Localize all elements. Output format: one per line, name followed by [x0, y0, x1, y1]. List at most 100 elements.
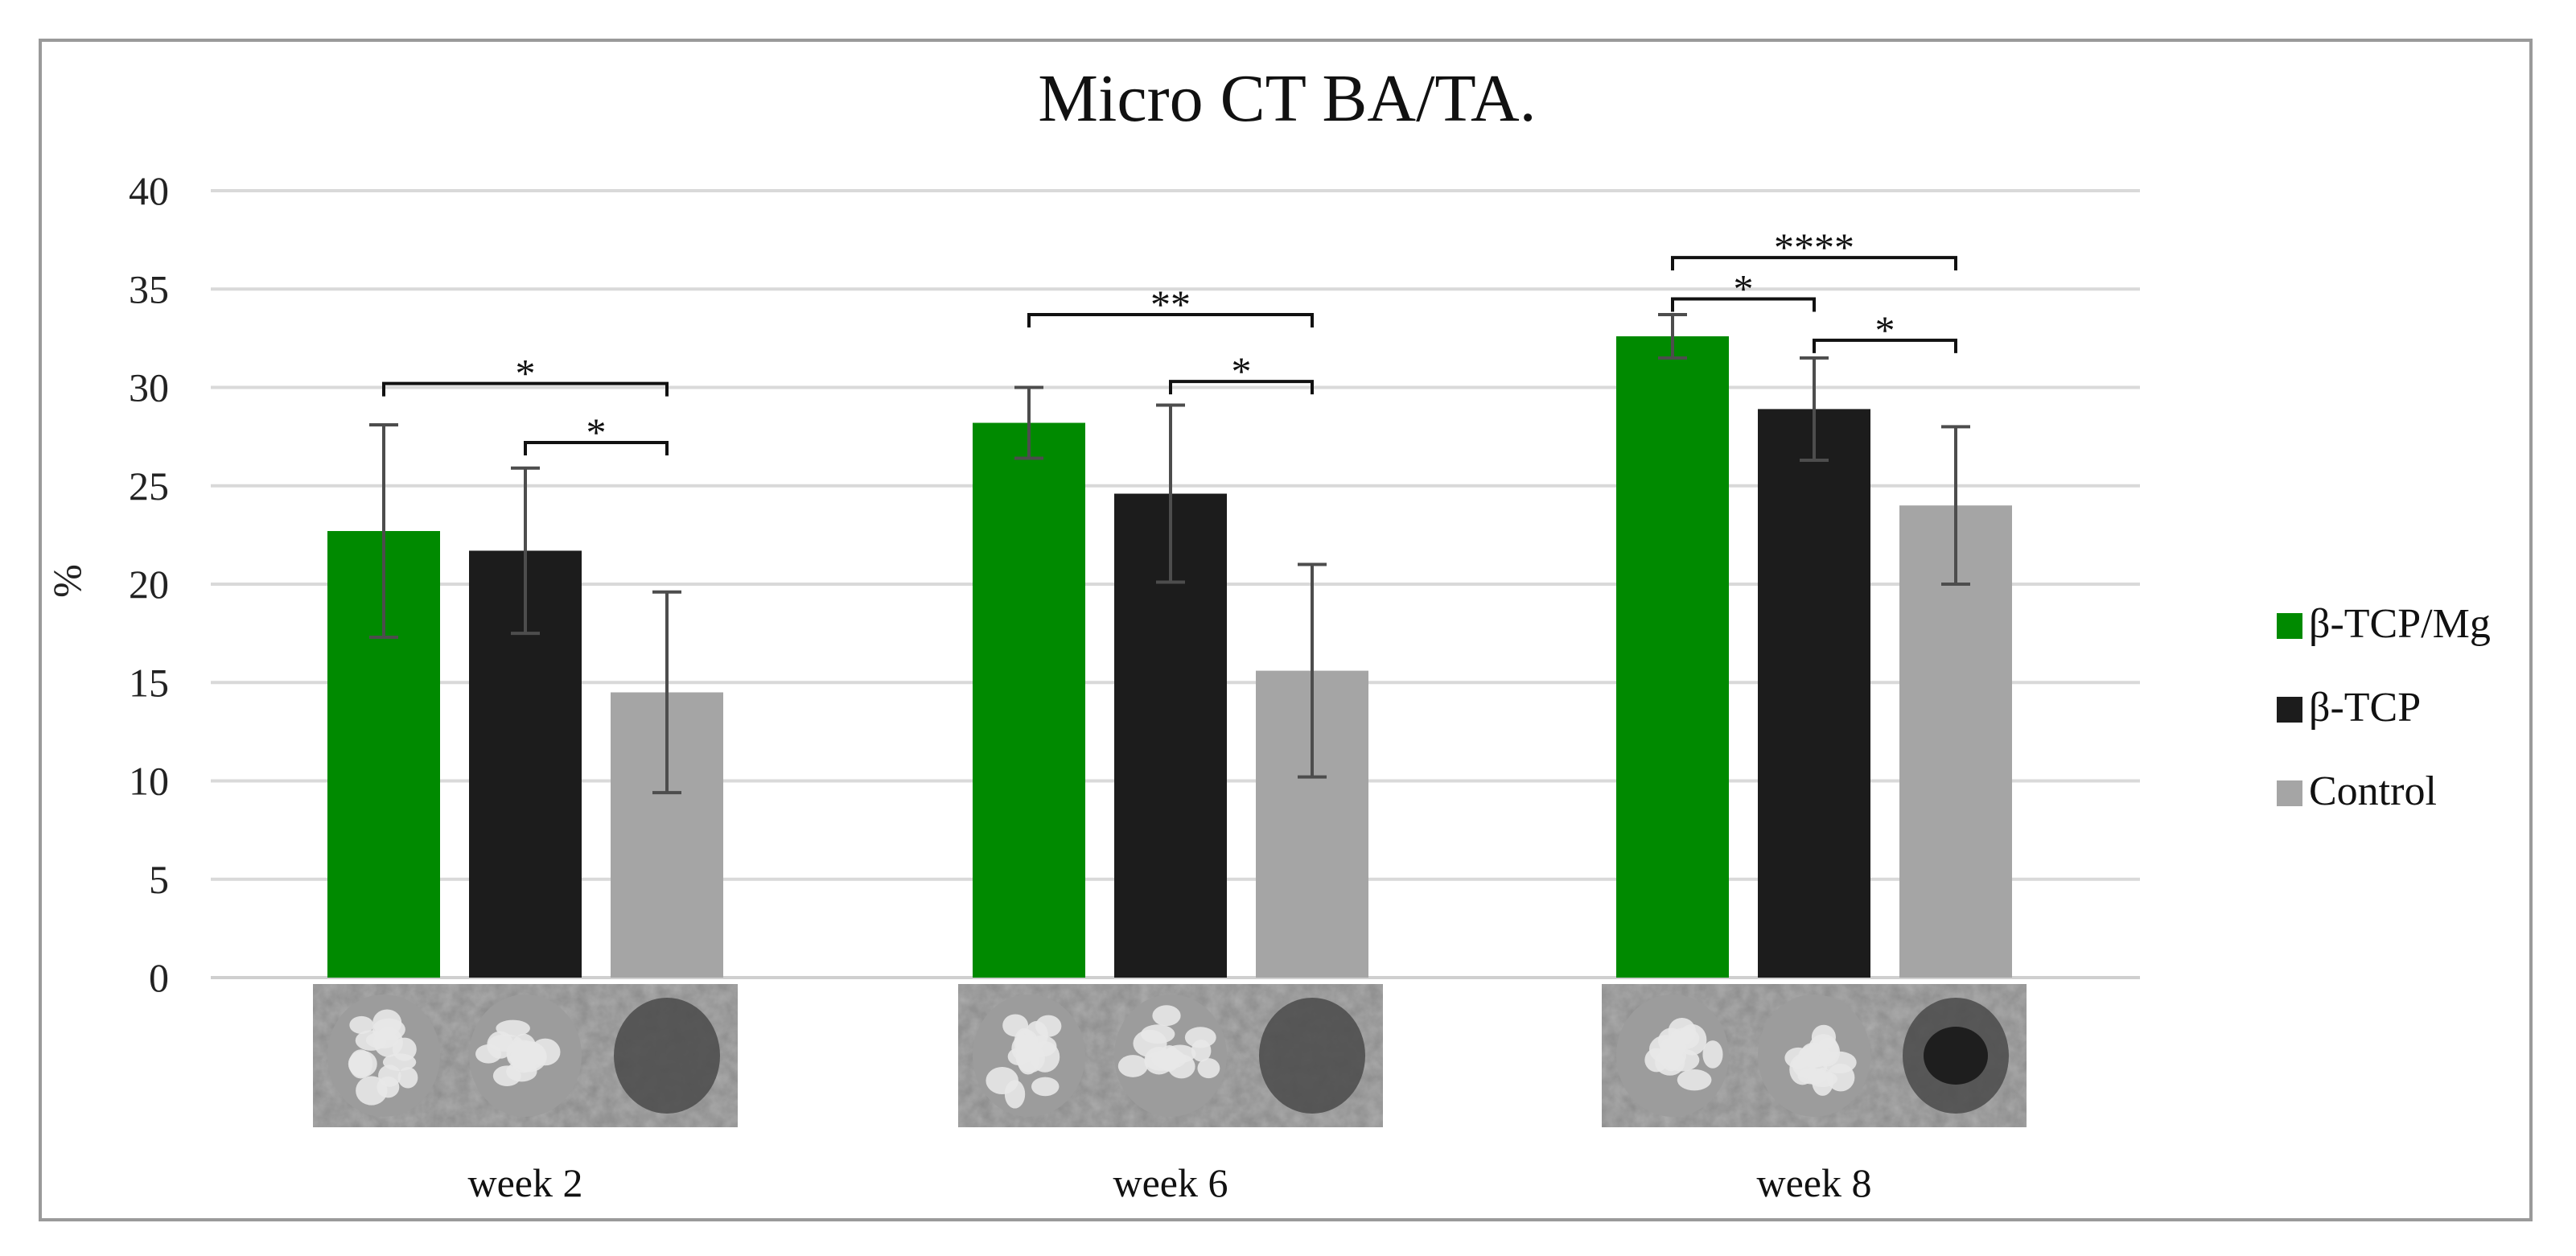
- y-tick-35: 35: [129, 266, 169, 311]
- thumbnail-granule: [348, 1050, 377, 1077]
- y-tick-30: 30: [129, 365, 169, 410]
- thumbnail-granule: [1197, 1058, 1220, 1079]
- thumbnail-granule: [355, 1030, 387, 1051]
- thumbnail-week 6-β-TCP: week 6 β-TCP micro-CT scan: [1100, 984, 1241, 1127]
- thumbnail-granule: [378, 1065, 401, 1087]
- error-bar-Control-week 8: [1941, 425, 1970, 586]
- y-tick-5: 5: [149, 857, 169, 902]
- bars: [327, 336, 2012, 978]
- error-bar-Control-week 6: [1298, 562, 1327, 779]
- x-tick-labels: week 2 week 6 week 8: [468, 1160, 1872, 1205]
- significance-bracket-4: ****: [1671, 224, 1957, 271]
- x-tick-week 6: week 6: [1113, 1160, 1228, 1205]
- y-axis-label: %: [44, 564, 89, 598]
- y-tick-15: 15: [129, 660, 169, 705]
- significance-bracket-6: *: [1813, 307, 1957, 353]
- thumbnail-granule: [1669, 1027, 1700, 1050]
- thumbnail-granule: [986, 1066, 1018, 1095]
- legend-item-β-TCP/Mg: β-TCP/Mg: [2277, 601, 2491, 647]
- thumbnail-week 2-β-TCP/Mg: week 2 β-TCP/Mg micro-CT scan: [313, 984, 455, 1127]
- micro-ct-thumbnails: week 2 β-TCP/Mg micro-CT scanweek 2 β-TC…: [313, 984, 2027, 1127]
- thumbnail-granule: [512, 1041, 547, 1073]
- legend-swatch: [2277, 780, 2302, 806]
- legend-label: Control: [2309, 768, 2437, 814]
- thumbnail-granule: [1144, 1047, 1175, 1075]
- bracket-line: [1813, 338, 1957, 353]
- significance-bracket-3: *: [1169, 348, 1314, 395]
- error-bar-Control-week 2: [652, 590, 681, 795]
- significance-bracket-5: *: [1671, 266, 1816, 312]
- thumbnail-cavity: [1924, 1027, 1988, 1085]
- significance-label: *: [1232, 348, 1252, 393]
- x-tick-week 2: week 2: [468, 1160, 583, 1205]
- significance-brackets: ***********: [382, 224, 1957, 455]
- significance-label: *: [586, 410, 607, 455]
- thumbnail-granule: [349, 1015, 374, 1035]
- bar-β-TCP/Mg-week 6: [973, 422, 1085, 978]
- bracket-line: [1027, 313, 1314, 328]
- error-bar-β-TCP/Mg-week 8: [1658, 313, 1687, 360]
- error-bars: [369, 313, 1970, 795]
- significance-label: **: [1150, 282, 1191, 327]
- y-tick-25: 25: [129, 463, 169, 509]
- bracket-line: [1169, 380, 1314, 395]
- thumbnail-granule: [1792, 1052, 1828, 1079]
- bar-β-TCP-week 8: [1758, 409, 1870, 978]
- legend: β-TCP/Mg β-TCP Control: [2277, 601, 2491, 814]
- error-bar-β-TCP/Mg-week 6: [1014, 385, 1043, 460]
- legend-label: β-TCP: [2309, 685, 2421, 731]
- thumbnail-granule: [1702, 1040, 1723, 1069]
- bar-β-TCP/Mg-week 8: [1616, 336, 1729, 978]
- thumbnail-granule: [1117, 1055, 1148, 1077]
- thumbnail-granule: [1677, 1069, 1712, 1091]
- legend-label: β-TCP/Mg: [2309, 601, 2491, 647]
- thumbnail-week 6-Control: week 6 Control micro-CT scan: [1241, 984, 1383, 1127]
- thumbnail-week 2-β-TCP: week 2 β-TCP micro-CT scan: [455, 984, 596, 1127]
- bracket-line: [382, 381, 669, 397]
- legend-item-β-TCP: β-TCP: [2277, 685, 2421, 731]
- legend-swatch: [2277, 697, 2302, 723]
- thumbnail-week 8-β-TCP/Mg: week 8 β-TCP/Mg micro-CT scan: [1602, 984, 1743, 1127]
- y-tick-20: 20: [129, 562, 169, 607]
- chart-title: Micro CT BA/TA.: [1038, 61, 1536, 136]
- thumbnail-granule: [1811, 1024, 1837, 1050]
- thumbnail-granule: [1662, 1040, 1683, 1070]
- error-bar-β-TCP/Mg-week 2: [369, 422, 398, 640]
- bracket-line: [1671, 297, 1816, 312]
- thumbnail-granule: [1167, 1054, 1195, 1079]
- significance-bracket-2: **: [1027, 282, 1314, 328]
- significance-bracket-0: *: [382, 351, 669, 397]
- thumbnail-granule: [397, 1067, 418, 1089]
- thumbnail-week 6-β-TCP/Mg: week 6 β-TCP/Mg micro-CT scan: [958, 984, 1100, 1127]
- thumbnail-week 2-Control: week 2 Control micro-CT scan: [596, 984, 738, 1127]
- significance-label: *: [1875, 307, 1895, 352]
- thumbnail-granule: [1152, 1005, 1181, 1027]
- thumbnail-defect: [1259, 998, 1365, 1114]
- thumbnail-granule: [1031, 1077, 1060, 1097]
- thumbnail-week 8-Control: week 8 Control micro-CT scan: [1885, 984, 2027, 1127]
- thumbnail-defect: [614, 998, 720, 1114]
- thumbnail-granule: [1011, 1034, 1039, 1063]
- thumbnail-week 8-β-TCP: week 8 β-TCP micro-CT scan: [1743, 984, 1885, 1127]
- y-tick-10: 10: [129, 759, 169, 804]
- y-tick-40: 40: [129, 168, 169, 213]
- y-tick-0: 0: [149, 955, 169, 1000]
- legend-swatch: [2277, 613, 2302, 639]
- thumbnail-granule: [356, 1076, 388, 1106]
- y-tick-labels: 0 5 10 15 20 25 30 35 40: [129, 168, 169, 1000]
- significance-bracket-1: *: [524, 410, 669, 455]
- x-tick-week 8: week 8: [1757, 1160, 1872, 1205]
- thumbnail-granule: [1184, 1027, 1216, 1048]
- significance-label: ****: [1774, 224, 1854, 270]
- error-bar-β-TCP-week 2: [511, 466, 540, 636]
- error-bar-β-TCP-week 8: [1800, 356, 1829, 462]
- legend-item-Control: Control: [2277, 768, 2437, 814]
- bracket-line: [524, 440, 669, 455]
- thumbnail-granule: [488, 1034, 523, 1052]
- thumbnail-granule: [372, 1009, 402, 1036]
- significance-label: *: [1734, 266, 1754, 311]
- error-bar-β-TCP-week 6: [1156, 403, 1185, 584]
- significance-label: *: [516, 351, 536, 396]
- bracket-line: [1671, 256, 1957, 271]
